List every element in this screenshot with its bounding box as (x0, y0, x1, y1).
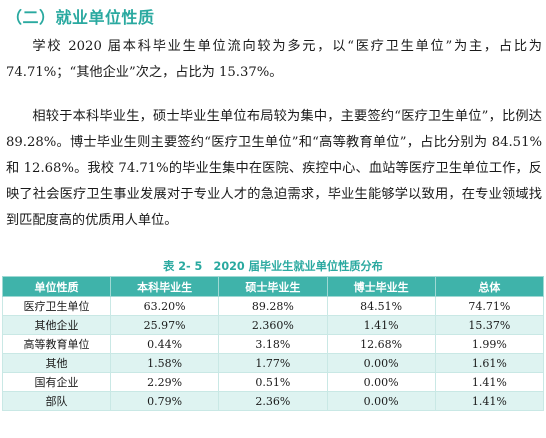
cell-undergraduate: 1.58% (109, 353, 220, 373)
table-row: 医疗卫生单位 63.20% 89.28% 84.51% 74.71% (2, 296, 545, 316)
cell-doctoral: 12.68% (326, 334, 436, 354)
paragraph-undergraduate: 学校 2020 届本科毕业生单位流向较为多元，以“医疗卫生单位”为主，占比为 7… (6, 39, 542, 80)
cell-doctoral: 84.51% (326, 296, 436, 316)
cell-doctoral: 0.00% (326, 391, 436, 411)
table-row: 国有企业 2.29% 0.51% 0.00% 1.41% (2, 372, 545, 392)
cell-overall: 1.99% (434, 334, 545, 354)
employer-type-table: 单位性质 本科毕业生 硕士毕业生 博士毕业生 总体 医疗卫生单位 63.20% … (2, 276, 545, 411)
cell-overall: 1.61% (434, 353, 545, 373)
cell-master: 2.360% (218, 315, 328, 335)
table-header-row: 单位性质 本科毕业生 硕士毕业生 博士毕业生 总体 (2, 276, 545, 297)
row-label: 其他 (2, 353, 111, 373)
header-unit-type: 单位性质 (2, 276, 111, 297)
cell-overall: 15.37% (434, 315, 545, 335)
cell-doctoral: 0.00% (326, 353, 436, 373)
table-row: 部队 0.79% 2.36% 0.00% 1.41% (2, 391, 545, 411)
cell-overall: 1.41% (434, 372, 545, 392)
header-undergraduate: 本科毕业生 (109, 276, 220, 297)
cell-master: 2.36% (218, 391, 328, 411)
row-label: 部队 (2, 391, 111, 411)
section-heading: （二）就业单位性质 (6, 8, 155, 27)
cell-undergraduate: 0.44% (109, 334, 220, 354)
paragraph-graduate: 相较于本科毕业生，硕士毕业生单位布局较为集中，主要签约“医疗卫生单位”，比例达 … (6, 109, 542, 228)
cell-undergraduate: 63.20% (109, 296, 220, 316)
cell-master: 1.77% (218, 353, 328, 373)
row-label: 高等教育单位 (2, 334, 111, 354)
table-caption: 表 2- 5 2020 届毕业生就业单位性质分布 (163, 260, 383, 273)
header-doctoral: 博士毕业生 (326, 276, 436, 297)
cell-doctoral: 1.41% (326, 315, 436, 335)
cell-overall: 1.41% (434, 391, 545, 411)
cell-undergraduate: 2.29% (109, 372, 220, 392)
header-master: 硕士毕业生 (218, 276, 328, 297)
row-label: 其他企业 (2, 315, 111, 335)
cell-undergraduate: 0.79% (109, 391, 220, 411)
row-label: 国有企业 (2, 372, 111, 392)
header-overall: 总体 (434, 276, 545, 297)
cell-overall: 74.71% (434, 296, 545, 316)
cell-master: 3.18% (218, 334, 328, 354)
row-label: 医疗卫生单位 (2, 296, 111, 316)
cell-undergraduate: 25.97% (109, 315, 220, 335)
table-row: 其他企业 25.97% 2.360% 1.41% 15.37% (2, 315, 545, 335)
table-row: 高等教育单位 0.44% 3.18% 12.68% 1.99% (2, 334, 545, 354)
table-row: 其他 1.58% 1.77% 0.00% 1.61% (2, 353, 545, 373)
cell-doctoral: 0.00% (326, 372, 436, 392)
cell-master: 0.51% (218, 372, 328, 392)
cell-master: 89.28% (218, 296, 328, 316)
